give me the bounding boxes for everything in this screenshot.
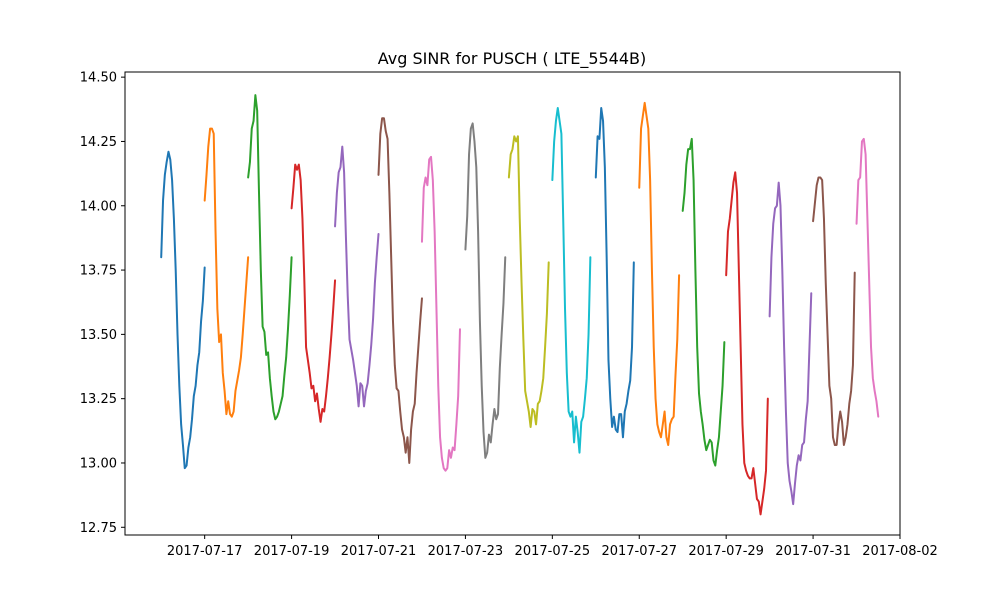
series-line-12	[638, 101, 681, 446]
y-tick-label: 14.25	[80, 135, 117, 150]
series-line-4	[290, 163, 337, 423]
series-line-1	[160, 150, 206, 470]
series-line-13	[681, 137, 726, 467]
y-tick-label: 12.75	[80, 521, 117, 536]
series-line-11	[594, 107, 635, 439]
series-layer	[160, 94, 880, 516]
series-line-17	[855, 137, 880, 418]
x-tick-label: 2017-07-31	[775, 544, 851, 559]
y-tick-label: 13.50	[80, 328, 117, 343]
x-tick-label: 2017-07-27	[601, 544, 677, 559]
series-line-10	[551, 107, 592, 454]
y-tick-label: 14.50	[80, 71, 117, 86]
plot-frame	[124, 71, 901, 536]
x-tick-label: 2017-07-23	[428, 544, 504, 559]
y-tick-label: 13.00	[80, 456, 117, 471]
x-tick-label: 2017-08-02	[862, 544, 938, 559]
series-line-15	[768, 181, 813, 506]
series-line-7	[420, 155, 461, 472]
series-line-16	[812, 176, 856, 446]
series-line-5	[334, 145, 380, 408]
x-tick-label: 2017-07-21	[341, 544, 417, 559]
x-tick-label: 2017-07-17	[167, 544, 243, 559]
chart-title: Avg SINR for PUSCH ( LTE_5544B)	[378, 49, 647, 69]
series-line-3	[247, 94, 293, 421]
x-tick-label: 2017-07-25	[515, 544, 591, 559]
series-line-9	[507, 135, 550, 428]
y-tick-label: 14.00	[80, 199, 117, 214]
series-line-2	[203, 127, 250, 418]
y-tick-label: 13.25	[80, 392, 117, 407]
y-tick-label: 13.75	[80, 264, 117, 279]
x-tick-label: 2017-07-29	[688, 544, 764, 559]
series-line-6	[377, 117, 423, 464]
series-line-8	[464, 122, 507, 459]
x-tick-label: 2017-07-19	[254, 544, 330, 559]
y-axis: 12.75 13.00 13.25 13.50 13.75 14.00 14.25 14.50	[80, 71, 125, 536]
x-axis: 2017-07-17 2017-07-19 2017-07-21 2017-07-23…	[167, 535, 938, 559]
series-line-14	[725, 171, 769, 516]
